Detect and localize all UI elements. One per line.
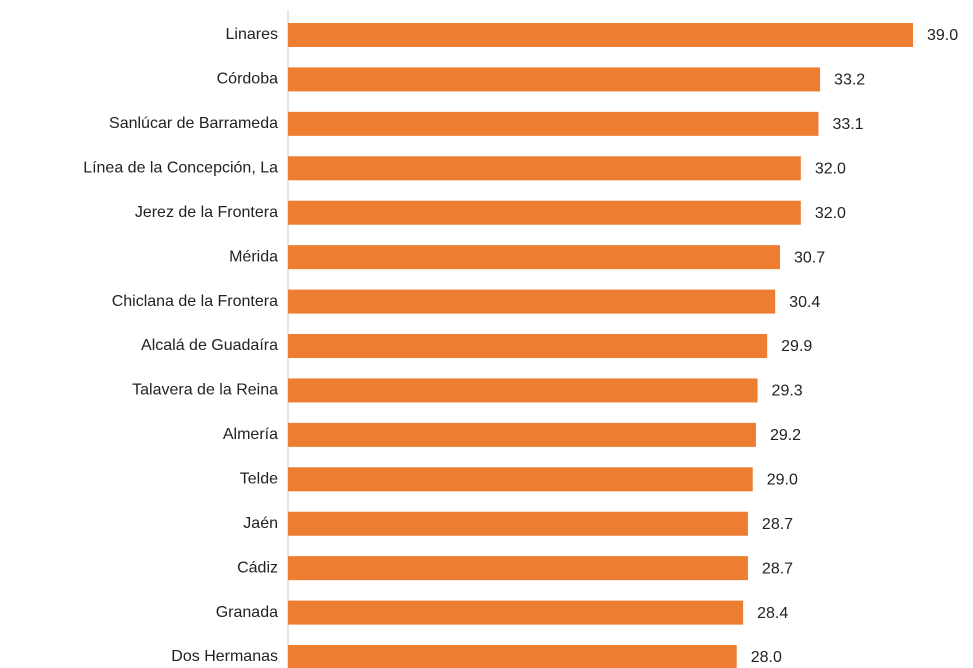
value-label: 33.1 [832, 116, 863, 133]
category-label: Córdoba [217, 71, 278, 88]
bar [288, 23, 913, 47]
category-label: Cádiz [237, 559, 278, 576]
value-label: 39.0 [927, 27, 958, 44]
value-label: 28.7 [762, 560, 793, 577]
value-label: 28.0 [751, 649, 782, 666]
category-label: Granada [216, 604, 278, 621]
bar [288, 245, 780, 270]
bar [288, 67, 821, 92]
value-label: 30.4 [789, 294, 820, 311]
category-label: Línea de la Concepción, La [83, 160, 278, 177]
category-label: Mérida [229, 248, 278, 265]
category-label: Jaén [243, 515, 278, 532]
category-label: Talavera de la Reina [132, 382, 278, 399]
category-label: Sanlúcar de Barrameda [109, 115, 278, 132]
bar [288, 200, 801, 225]
value-label: 29.3 [772, 383, 803, 400]
bar [288, 378, 758, 403]
value-label: 28.4 [757, 605, 788, 622]
bar [288, 556, 748, 581]
bar [288, 600, 744, 625]
bar [288, 422, 756, 447]
value-label: 32.0 [815, 161, 846, 178]
value-label: 33.2 [834, 72, 865, 89]
bar [288, 645, 737, 668]
bar [288, 156, 801, 181]
bar [288, 467, 753, 492]
category-label: Alcalá de Guadaíra [141, 337, 278, 354]
value-label: 30.7 [794, 249, 825, 266]
value-label: 29.9 [781, 338, 812, 355]
category-label: Telde [240, 471, 278, 488]
category-label: Chiclana de la Frontera [112, 293, 278, 310]
bar [288, 334, 768, 359]
bar [288, 289, 776, 314]
value-label: 29.0 [767, 472, 798, 489]
bar [288, 511, 748, 536]
value-label: 29.2 [770, 427, 801, 444]
bar [288, 111, 819, 136]
category-label: Almería [223, 426, 278, 443]
category-label: Dos Hermanas [171, 648, 278, 665]
category-label: Jerez de la Frontera [135, 204, 278, 221]
value-label: 28.7 [762, 516, 793, 533]
value-label: 32.0 [815, 205, 846, 222]
category-label: Linares [226, 26, 278, 43]
